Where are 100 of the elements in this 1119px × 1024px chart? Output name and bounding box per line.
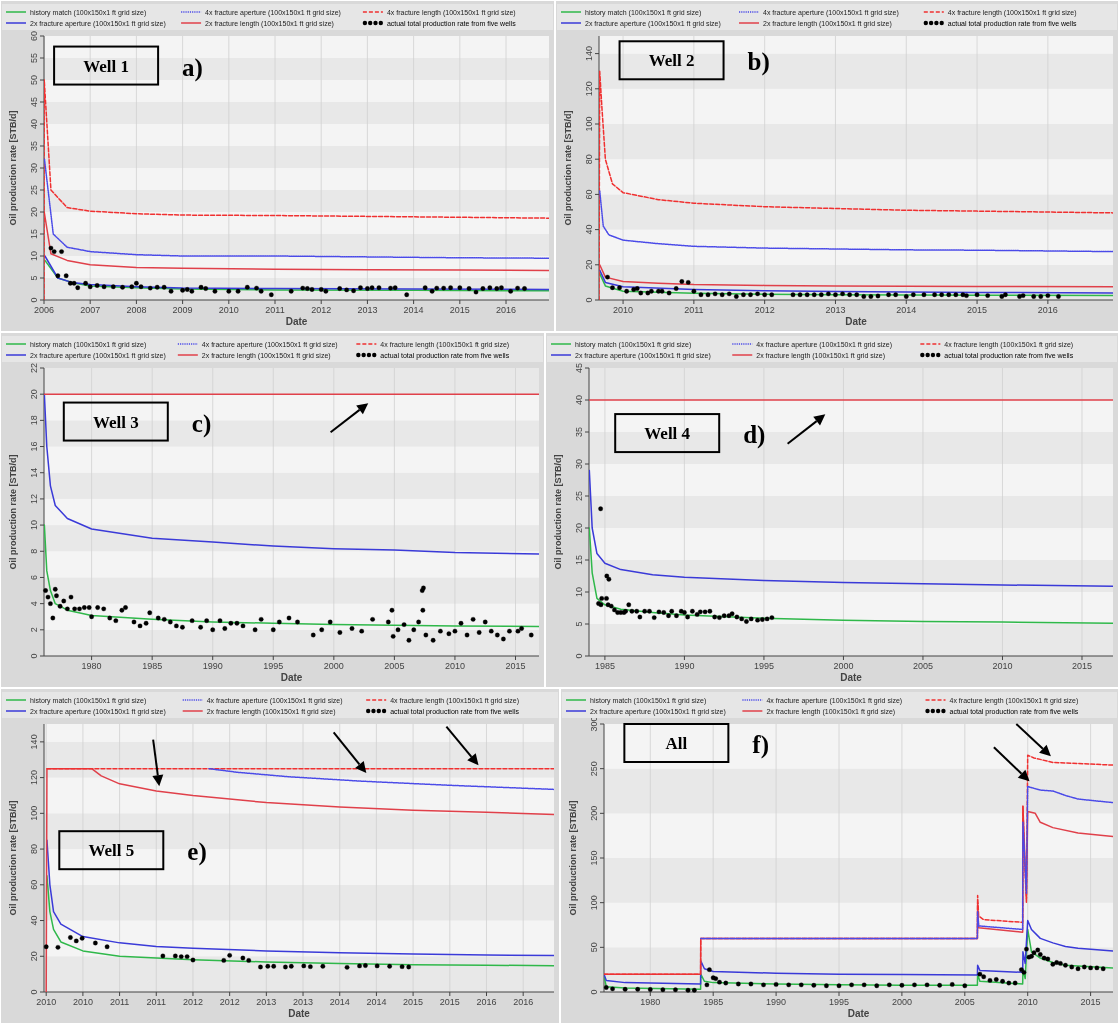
y-tick-label: 45: [574, 362, 584, 374]
y-tick-label: 20: [574, 522, 584, 534]
x-tick-label: 2014: [329, 997, 350, 1007]
y-tick-label: 200: [589, 805, 599, 821]
x-tick-label: 1990: [674, 661, 695, 671]
x-tick-label: 2014: [896, 305, 917, 315]
x-axis-title: Date: [285, 316, 308, 327]
x-tick-label: 1995: [753, 661, 774, 671]
x-tick-label: 2013: [825, 305, 846, 315]
x-tick-label: 2014: [366, 997, 387, 1007]
x-axis-title: Date: [288, 1008, 311, 1019]
y-tick-label: 8: [29, 548, 39, 554]
x-tick-label: 2015: [505, 661, 526, 671]
x-tick-label: 2010: [992, 661, 1013, 671]
annotation: c): [191, 409, 212, 438]
x-tick-label: 2005: [912, 661, 933, 671]
annotation: e): [187, 838, 207, 867]
x-axis-title: Date: [845, 316, 868, 327]
y-tick-label: 22: [29, 362, 39, 374]
y-tick-label: 100: [584, 116, 594, 132]
x-tick-label: 2011: [146, 997, 166, 1007]
x-tick-label: 2015: [403, 997, 424, 1007]
y-tick-label: 0: [584, 297, 594, 303]
y-tick-label: 120: [584, 81, 594, 97]
x-tick-label: 2008: [126, 305, 147, 315]
x-tick-label: 2010: [444, 661, 465, 671]
y-tick-label: 18: [29, 415, 39, 426]
y-axis-title: Oil production rate [STB/d]: [8, 110, 18, 226]
y-tick-label: 5: [29, 275, 39, 281]
y-tick-label: 20: [29, 951, 39, 962]
y-axis-title: Oil production rate [STB/d]: [8, 454, 18, 570]
x-tick-label: 2000: [833, 661, 854, 671]
x-tick-label: 2010: [36, 997, 57, 1007]
x-tick-label: 2015: [1071, 661, 1093, 671]
y-tick-label: 10: [29, 250, 39, 262]
y-tick-label: 140: [584, 46, 594, 62]
y-tick-label: 2: [29, 627, 39, 633]
y-tick-label: 50: [29, 74, 39, 86]
y-tick-label: 60: [29, 879, 39, 890]
x-tick-label: 2012: [311, 305, 332, 315]
y-tick-label: 5: [574, 621, 584, 627]
x-tick-label: 2015: [449, 305, 470, 315]
y-tick-label: 40: [29, 118, 39, 130]
x-tick-label: 1985: [703, 997, 724, 1007]
x-tick-label: 1980: [81, 661, 102, 671]
y-tick-label: 16: [29, 441, 39, 452]
y-tick-label: 12: [29, 493, 39, 504]
y-tick-label: 0: [29, 653, 39, 659]
x-tick-label: 2010: [218, 305, 239, 315]
x-tick-label: 2016: [1037, 305, 1058, 315]
annotation: Well 1: [83, 56, 130, 76]
y-tick-label: 35: [574, 426, 584, 438]
y-tick-label: 120: [29, 770, 39, 786]
y-tick-label: 250: [589, 761, 599, 777]
y-tick-label: 40: [574, 394, 584, 406]
x-tick-label: 1985: [142, 661, 163, 671]
y-tick-label: 150: [589, 850, 599, 866]
x-tick-label: 2000: [891, 997, 912, 1007]
annotation: Well 3: [92, 412, 139, 432]
x-tick-label: 2010: [613, 305, 634, 315]
x-tick-label: 2012: [219, 997, 240, 1007]
x-tick-label: 2013: [357, 305, 378, 315]
y-axis-title: Oil production rate [STB/d]: [563, 110, 573, 226]
y-tick-label: 60: [584, 189, 594, 200]
x-tick-label: 2015: [1080, 997, 1101, 1007]
y-tick-label: 55: [29, 52, 39, 64]
y-tick-label: 15: [574, 554, 584, 566]
x-tick-label: 1995: [263, 661, 284, 671]
y-tick-label: 4: [29, 601, 39, 607]
y-tick-label: 100: [29, 805, 39, 821]
x-tick-label: 2005: [384, 661, 405, 671]
y-tick-label: 0: [574, 653, 584, 659]
annotation: Well 4: [644, 424, 691, 444]
y-tick-label: 0: [589, 989, 599, 995]
y-tick-label: 80: [29, 844, 39, 855]
x-tick-label: 1990: [202, 661, 223, 671]
x-axis-title: Date: [847, 1008, 870, 1019]
y-tick-label: 50: [589, 942, 599, 953]
y-tick-label: 40: [29, 915, 39, 926]
y-tick-label: 100: [589, 895, 599, 911]
x-tick-label: 1980: [640, 997, 661, 1007]
x-tick-label: 2011: [109, 997, 130, 1007]
y-tick-label: 25: [574, 490, 584, 502]
annotation: d): [743, 421, 766, 450]
x-tick-label: 1985: [594, 661, 615, 671]
y-tick-label: 35: [29, 140, 39, 152]
annotation: Well 2: [648, 51, 695, 71]
x-tick-label: 2015: [967, 305, 988, 315]
x-tick-label: 2016: [513, 997, 534, 1007]
y-tick-label: 140: [29, 734, 39, 750]
x-tick-label: 2013: [256, 997, 277, 1007]
x-tick-label: 2010: [72, 997, 93, 1007]
y-tick-label: 0: [29, 989, 39, 995]
y-tick-label: 14: [29, 467, 39, 478]
x-axis-title: Date: [280, 672, 303, 683]
annotation: a): [182, 53, 203, 82]
y-axis-title: Oil production rate [STB/d]: [553, 454, 563, 570]
y-axis-title: Oil production rate [STB/d]: [568, 800, 578, 916]
y-tick-label: 10: [29, 520, 39, 531]
annotation: b): [747, 48, 770, 77]
